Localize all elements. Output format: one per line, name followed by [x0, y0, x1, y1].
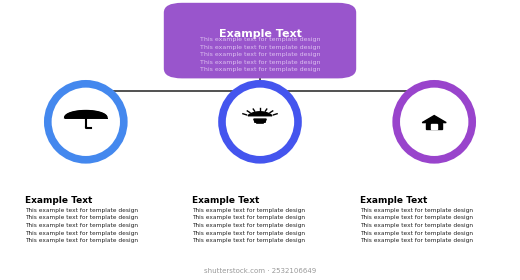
Text: This example text for template design
This example text for template design
This: This example text for template design Th…	[360, 208, 473, 243]
Polygon shape	[248, 112, 272, 116]
Text: Example Text: Example Text	[25, 196, 93, 205]
Text: Example Text: Example Text	[192, 196, 260, 205]
Text: shutterstock.com · 2532106649: shutterstock.com · 2532106649	[204, 269, 316, 274]
Ellipse shape	[222, 84, 298, 160]
Text: Example Text: Example Text	[360, 196, 427, 205]
Text: This example text for template design
This example text for template design
This: This example text for template design Th…	[200, 37, 320, 72]
FancyBboxPatch shape	[164, 3, 356, 78]
Text: This example text for template design
This example text for template design
This: This example text for template design Th…	[25, 208, 138, 243]
Polygon shape	[422, 116, 446, 123]
Polygon shape	[431, 124, 437, 129]
Polygon shape	[426, 123, 443, 129]
Text: This example text for template design
This example text for template design
This: This example text for template design Th…	[192, 208, 305, 243]
Text: Example Text: Example Text	[218, 29, 302, 39]
Ellipse shape	[396, 84, 472, 160]
Polygon shape	[254, 119, 266, 122]
Ellipse shape	[48, 84, 124, 160]
Polygon shape	[65, 111, 107, 118]
